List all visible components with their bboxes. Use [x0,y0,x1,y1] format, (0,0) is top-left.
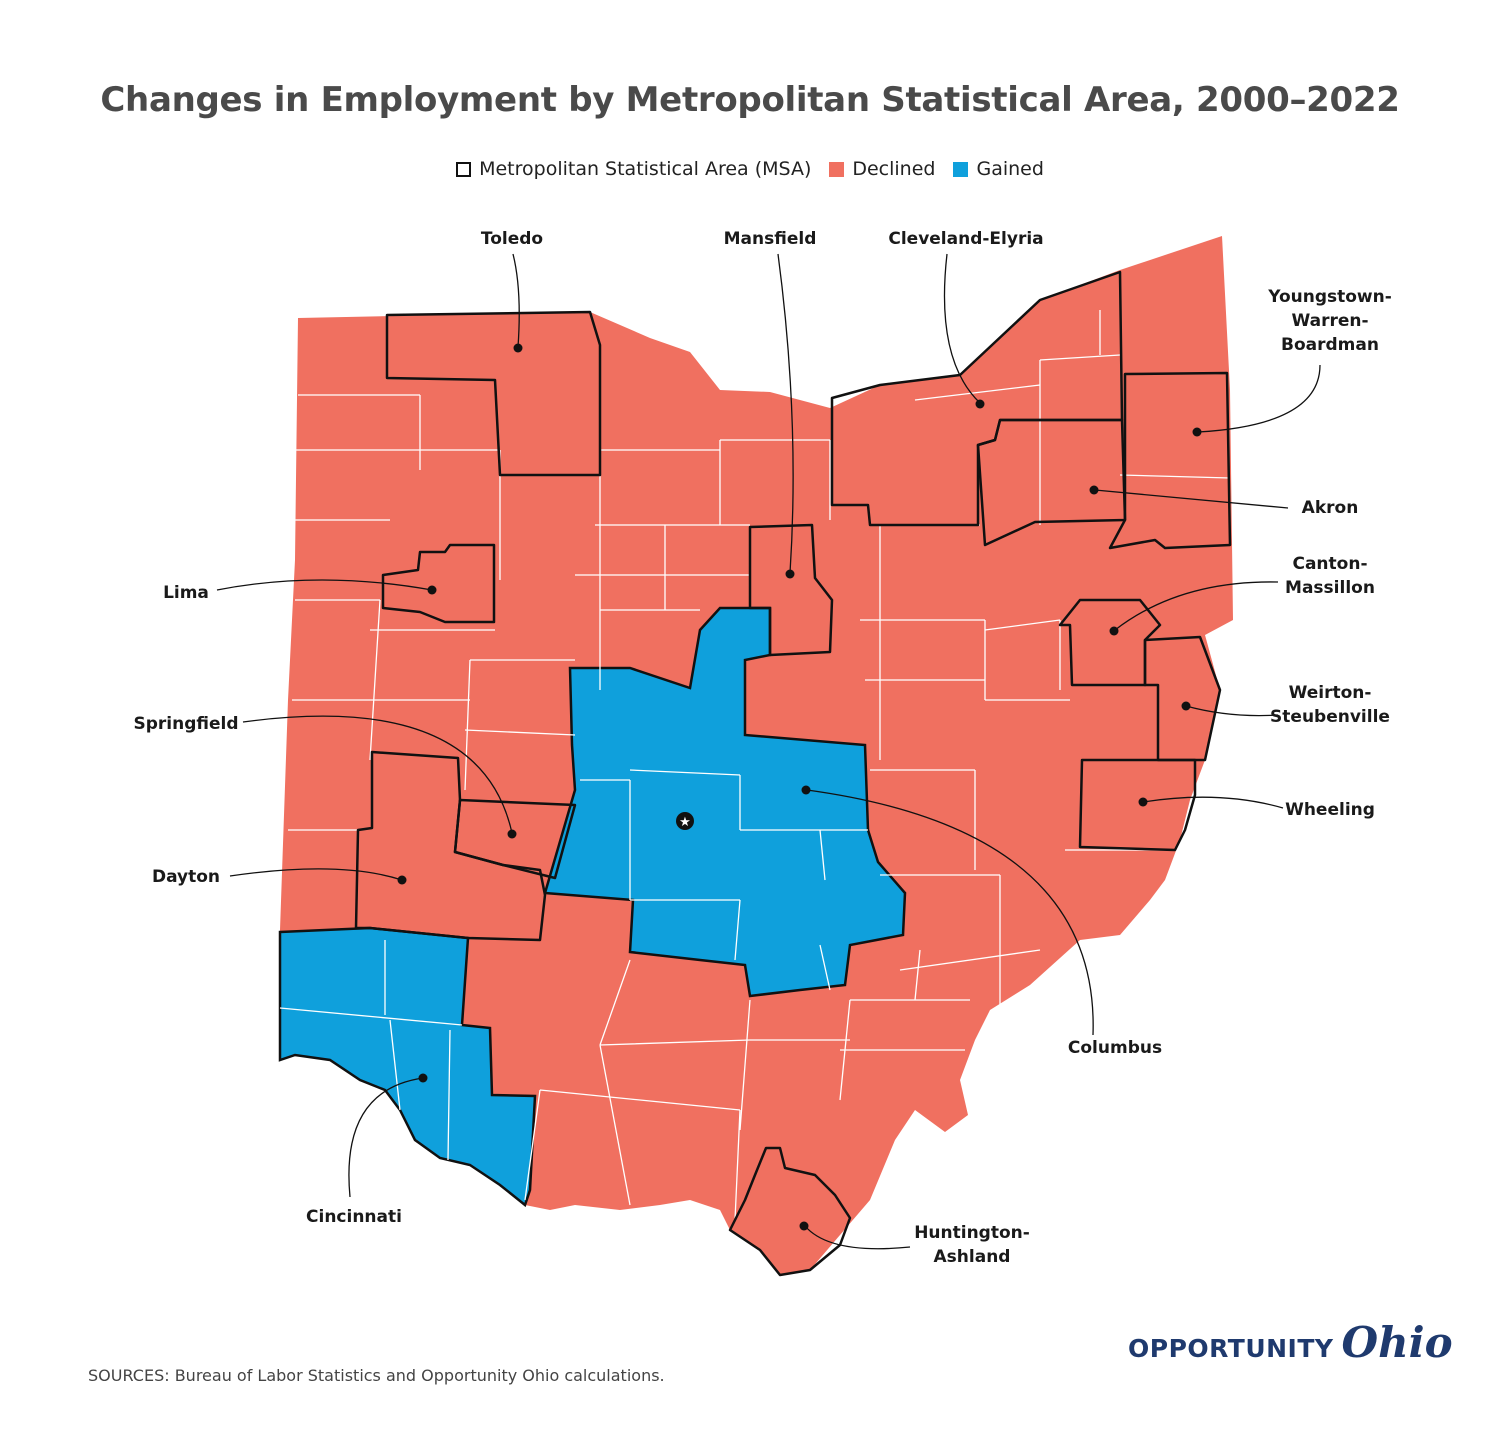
city-labels: Toledo Mansfield Cleveland-Elyria Youngs… [133,229,1391,1267]
dayton-dot [397,875,407,885]
huntington-msa [728,1146,852,1277]
capital-star-icon: ★ [676,812,694,830]
logo-text-opportunity: OPPORTUNITY [1128,1334,1334,1363]
map-title: Changes in Employment by Metropolitan St… [100,80,1400,120]
label-akron: Akron [1302,498,1359,518]
svg-text:★: ★ [679,815,691,830]
cincinnati-dot [418,1073,428,1083]
springfield-dot [507,829,517,839]
label-wheeling: Wheeling [1285,800,1375,820]
label-youngstown-2: Warren- [1291,311,1368,331]
msa-dots [397,343,1202,1231]
label-weirton-1: Weirton- [1289,683,1372,703]
msa-swatch [456,161,472,177]
declined-swatch [829,161,845,177]
label-mansfield: Mansfield [724,229,817,249]
label-youngstown-1: Youngstown- [1267,287,1392,307]
huntington-dot [799,1221,809,1231]
msa-outlines [354,270,1232,1277]
akron-dot [1089,485,1099,495]
toledo-msa [385,310,602,477]
legend-item-msa: Metropolitan Statistical Area (MSA) [456,158,811,180]
legend-item-gained: Gained [953,158,1044,180]
legend-label-msa: Metropolitan Statistical Area (MSA) [479,158,812,180]
lima-msa [381,543,496,624]
wheeling-msa [1078,758,1197,852]
dayton-msa [354,750,547,942]
columbus-dot [801,785,811,795]
leader-lines [216,253,1321,1250]
label-canton-2: Massillon [1285,578,1375,598]
wheeling-dot [1138,797,1148,807]
label-columbus: Columbus [1068,1038,1162,1058]
cincinnati-msa [278,926,537,1208]
label-huntington-1: Huntington- [914,1223,1030,1243]
label-springfield: Springfield [133,714,238,734]
akron-msa [976,418,1127,547]
lima-dot [427,585,437,595]
cleveland-dot [975,399,985,409]
label-toledo: Toledo [481,229,543,249]
columbus-msa [543,606,907,998]
weirton-dot [1181,701,1191,711]
mansfield-msa [748,523,834,657]
label-cincinnati: Cincinnati [306,1207,402,1227]
legend-label-gained: Gained [976,158,1044,180]
gained-swatch [953,161,969,177]
label-canton-1: Canton- [1292,554,1367,574]
youngstown-dot [1192,427,1202,437]
source-note: SOURCES: Bureau of Labor Statistics and … [88,1366,665,1385]
label-cleveland: Cleveland-Elyria [888,229,1043,249]
label-youngstown-3: Boardman [1281,335,1379,355]
legend: Metropolitan Statistical Area (MSA) Decl… [0,158,1500,180]
legend-label-declined: Declined [852,158,936,180]
label-lima: Lima [163,583,209,603]
label-dayton: Dayton [152,867,220,887]
canton-dot [1109,626,1119,636]
label-weirton-2: Steubenville [1270,707,1390,727]
mansfield-dot [785,569,795,579]
youngstown-msa [1108,371,1232,550]
county-lines [279,310,1231,1221]
opportunity-ohio-logo: OPPORTUNITY Ohio [1128,1318,1453,1367]
legend-item-declined: Declined [829,158,935,180]
label-huntington-2: Ashland [934,1247,1011,1267]
logo-text-ohio: Ohio [1341,1318,1453,1367]
toledo-dot [513,343,523,353]
